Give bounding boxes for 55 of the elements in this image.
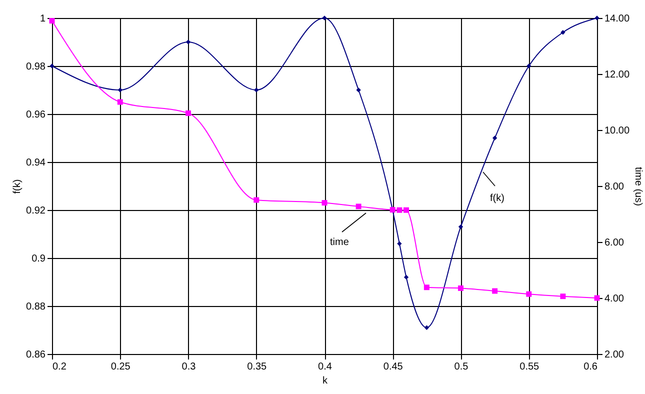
x-tick-label: 0.4: [318, 362, 332, 372]
point: [397, 241, 402, 246]
y-tick-label: 0.98: [26, 62, 46, 72]
y2-tick-label: 8.00: [604, 182, 624, 192]
y-axis-title: f(k): [12, 179, 24, 194]
y-tick-label: 0.92: [26, 206, 46, 216]
point: [404, 274, 409, 280]
series-label: f(k): [490, 193, 504, 204]
y2-axis-title: time (us): [632, 167, 644, 206]
y-tick-label: 1: [40, 14, 46, 24]
point: [254, 88, 259, 92]
point: [254, 197, 260, 203]
x-tick-label: 0.3: [182, 362, 196, 372]
point: [117, 99, 123, 105]
point: [404, 207, 409, 213]
point: [356, 88, 361, 92]
point: [492, 288, 498, 294]
point: [526, 64, 532, 68]
point: [424, 284, 430, 290]
y2-tick-label: 4.00: [604, 294, 624, 304]
point: [458, 224, 464, 230]
y2-tick-label: 2.00: [604, 350, 624, 360]
point: [186, 40, 191, 44]
text: time: [330, 237, 350, 248]
point: [322, 200, 328, 206]
point: [356, 204, 362, 210]
point: [560, 294, 566, 300]
x-tick-label: 0.6: [584, 362, 598, 372]
y2-tick-label: 14.00: [604, 14, 630, 24]
x-tick-label: 0.2: [52, 362, 67, 372]
y-tick-label: 0.94: [26, 158, 46, 168]
point: [424, 325, 430, 330]
y-tick-label: 0.88: [26, 302, 46, 312]
x-axis-title: k: [322, 376, 328, 386]
x-tick-label: 0.5: [454, 362, 469, 372]
x-tick-label: 0.25: [110, 362, 131, 372]
point: [458, 285, 464, 291]
point: [492, 136, 498, 140]
point: [526, 291, 532, 297]
x-tick-label: 0.45: [383, 362, 404, 372]
y2-tick-label: 10.00: [604, 126, 630, 136]
y-tick-label: 0.9: [32, 254, 46, 264]
x-tick-label: 0.35: [247, 362, 268, 372]
point: [322, 16, 327, 20]
point: [118, 88, 122, 92]
point: [560, 30, 566, 35]
y-tick-label: 0.86: [26, 350, 46, 360]
point: [396, 207, 402, 213]
point: [594, 16, 600, 20]
y-tick-label: 0.96: [26, 110, 46, 120]
y2-tick-label: 12.00: [604, 70, 630, 80]
point: [186, 110, 191, 116]
x-tick-label: 0.55: [520, 362, 540, 372]
y2-tick-label: 6.00: [604, 238, 624, 248]
point: [50, 64, 54, 68]
